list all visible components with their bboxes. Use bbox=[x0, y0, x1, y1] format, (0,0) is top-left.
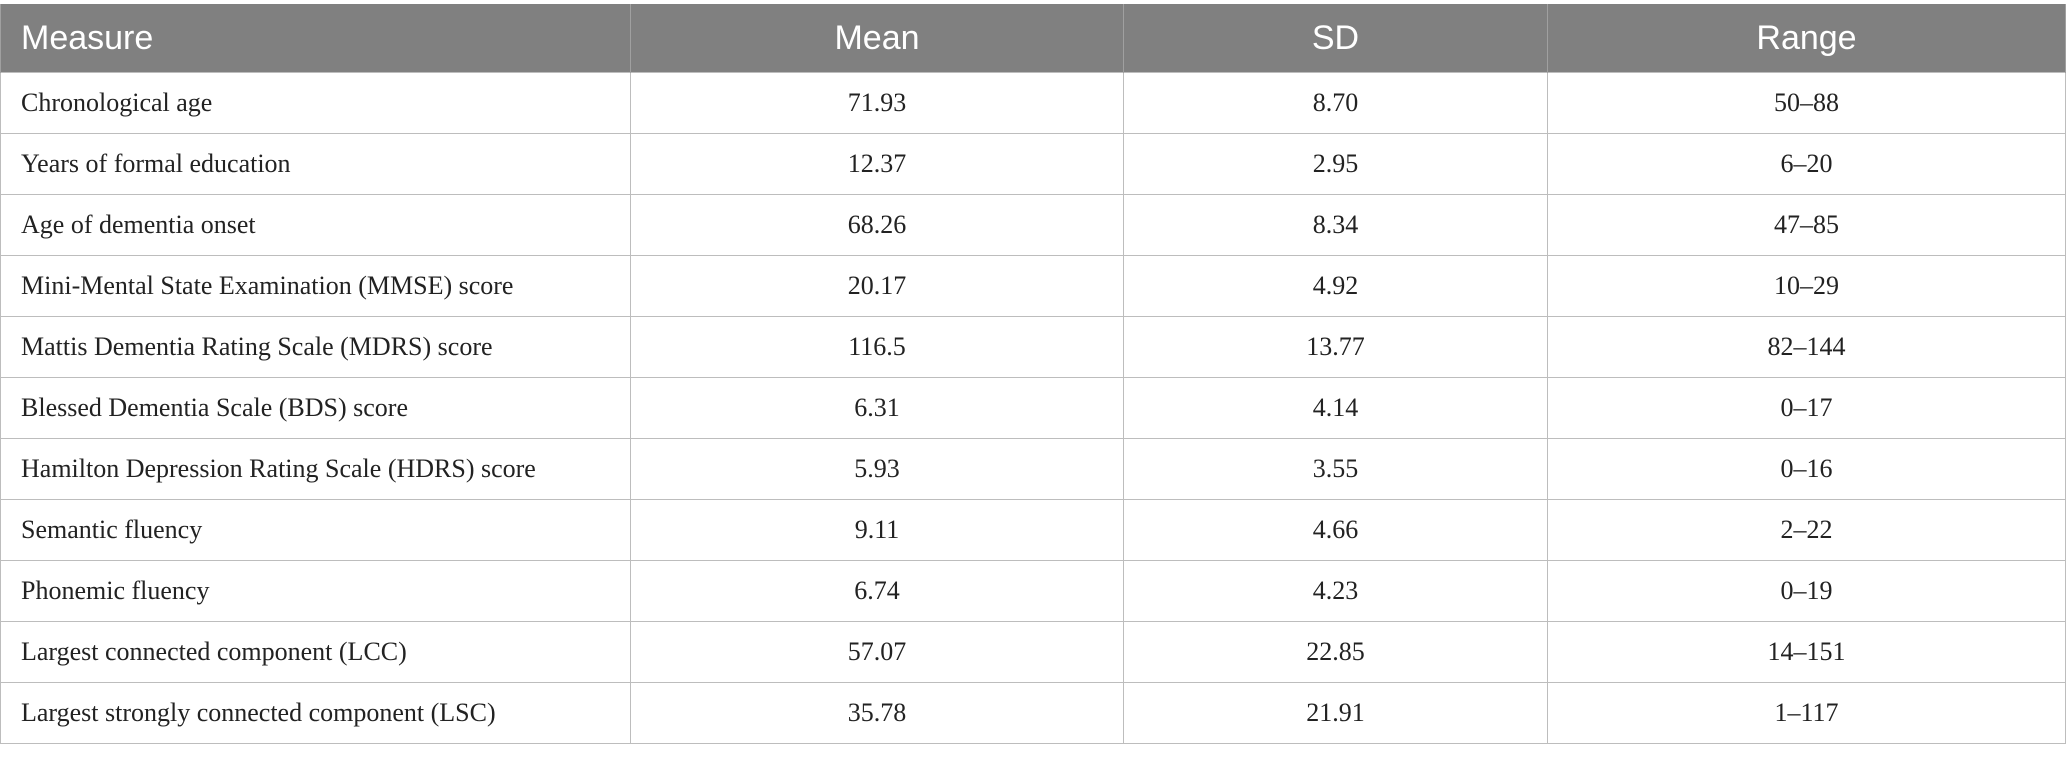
sd-cell: 4.66 bbox=[1123, 499, 1548, 561]
table-row: Blessed Dementia Scale (BDS) score 6.31 … bbox=[0, 377, 2066, 439]
measure-cell: Chronological age bbox=[0, 72, 631, 134]
sd-cell: 21.91 bbox=[1123, 682, 1548, 744]
mean-cell: 5.93 bbox=[630, 438, 1124, 500]
mean-cell: 68.26 bbox=[630, 194, 1124, 256]
table-row: Largest connected component (LCC) 57.07 … bbox=[0, 621, 2066, 683]
mean-cell: 6.74 bbox=[630, 560, 1124, 622]
measure-cell: Mattis Dementia Rating Scale (MDRS) scor… bbox=[0, 316, 631, 378]
mean-cell: 71.93 bbox=[630, 72, 1124, 134]
sd-cell: 22.85 bbox=[1123, 621, 1548, 683]
range-cell: 10–29 bbox=[1547, 255, 2066, 317]
range-cell: 14–151 bbox=[1547, 621, 2066, 683]
mean-cell: 6.31 bbox=[630, 377, 1124, 439]
table-row: Mini-Mental State Examination (MMSE) sco… bbox=[0, 255, 2066, 317]
data-table-container: Measure Mean SD Range Chronological age … bbox=[0, 4, 2066, 744]
column-header-mean: Mean bbox=[630, 4, 1124, 73]
measure-cell: Phonemic fluency bbox=[0, 560, 631, 622]
table-row: Chronological age 71.93 8.70 50–88 bbox=[0, 72, 2066, 134]
mean-cell: 12.37 bbox=[630, 133, 1124, 195]
table-body: Chronological age 71.93 8.70 50–88 Years… bbox=[0, 72, 2066, 744]
sd-cell: 2.95 bbox=[1123, 133, 1548, 195]
mean-cell: 20.17 bbox=[630, 255, 1124, 317]
measure-cell: Years of formal education bbox=[0, 133, 631, 195]
range-cell: 6–20 bbox=[1547, 133, 2066, 195]
mean-cell: 35.78 bbox=[630, 682, 1124, 744]
table-row: Age of dementia onset 68.26 8.34 47–85 bbox=[0, 194, 2066, 256]
column-header-sd: SD bbox=[1123, 4, 1548, 73]
sd-cell: 8.70 bbox=[1123, 72, 1548, 134]
sd-cell: 4.92 bbox=[1123, 255, 1548, 317]
mean-cell: 57.07 bbox=[630, 621, 1124, 683]
table-header: Measure Mean SD Range bbox=[0, 4, 2066, 73]
table-row: Years of formal education 12.37 2.95 6–2… bbox=[0, 133, 2066, 195]
measures-table: Measure Mean SD Range Chronological age … bbox=[0, 4, 2066, 744]
range-cell: 2–22 bbox=[1547, 499, 2066, 561]
range-cell: 50–88 bbox=[1547, 72, 2066, 134]
mean-cell: 116.5 bbox=[630, 316, 1124, 378]
measure-cell: Largest strongly connected component (LS… bbox=[0, 682, 631, 744]
sd-cell: 13.77 bbox=[1123, 316, 1548, 378]
range-cell: 1–117 bbox=[1547, 682, 2066, 744]
sd-cell: 4.23 bbox=[1123, 560, 1548, 622]
table-row: Semantic fluency 9.11 4.66 2–22 bbox=[0, 499, 2066, 561]
sd-cell: 4.14 bbox=[1123, 377, 1548, 439]
measure-cell: Hamilton Depression Rating Scale (HDRS) … bbox=[0, 438, 631, 500]
column-header-range: Range bbox=[1547, 4, 2066, 73]
measure-cell: Mini-Mental State Examination (MMSE) sco… bbox=[0, 255, 631, 317]
range-cell: 82–144 bbox=[1547, 316, 2066, 378]
range-cell: 0–16 bbox=[1547, 438, 2066, 500]
measure-cell: Blessed Dementia Scale (BDS) score bbox=[0, 377, 631, 439]
table-row: Phonemic fluency 6.74 4.23 0–19 bbox=[0, 560, 2066, 622]
sd-cell: 3.55 bbox=[1123, 438, 1548, 500]
table-row: Largest strongly connected component (LS… bbox=[0, 682, 2066, 744]
range-cell: 47–85 bbox=[1547, 194, 2066, 256]
column-header-measure: Measure bbox=[0, 4, 631, 73]
sd-cell: 8.34 bbox=[1123, 194, 1548, 256]
range-cell: 0–19 bbox=[1547, 560, 2066, 622]
header-row: Measure Mean SD Range bbox=[0, 4, 2066, 73]
range-cell: 0–17 bbox=[1547, 377, 2066, 439]
measure-cell: Largest connected component (LCC) bbox=[0, 621, 631, 683]
mean-cell: 9.11 bbox=[630, 499, 1124, 561]
table-row: Hamilton Depression Rating Scale (HDRS) … bbox=[0, 438, 2066, 500]
measure-cell: Semantic fluency bbox=[0, 499, 631, 561]
table-row: Mattis Dementia Rating Scale (MDRS) scor… bbox=[0, 316, 2066, 378]
measure-cell: Age of dementia onset bbox=[0, 194, 631, 256]
